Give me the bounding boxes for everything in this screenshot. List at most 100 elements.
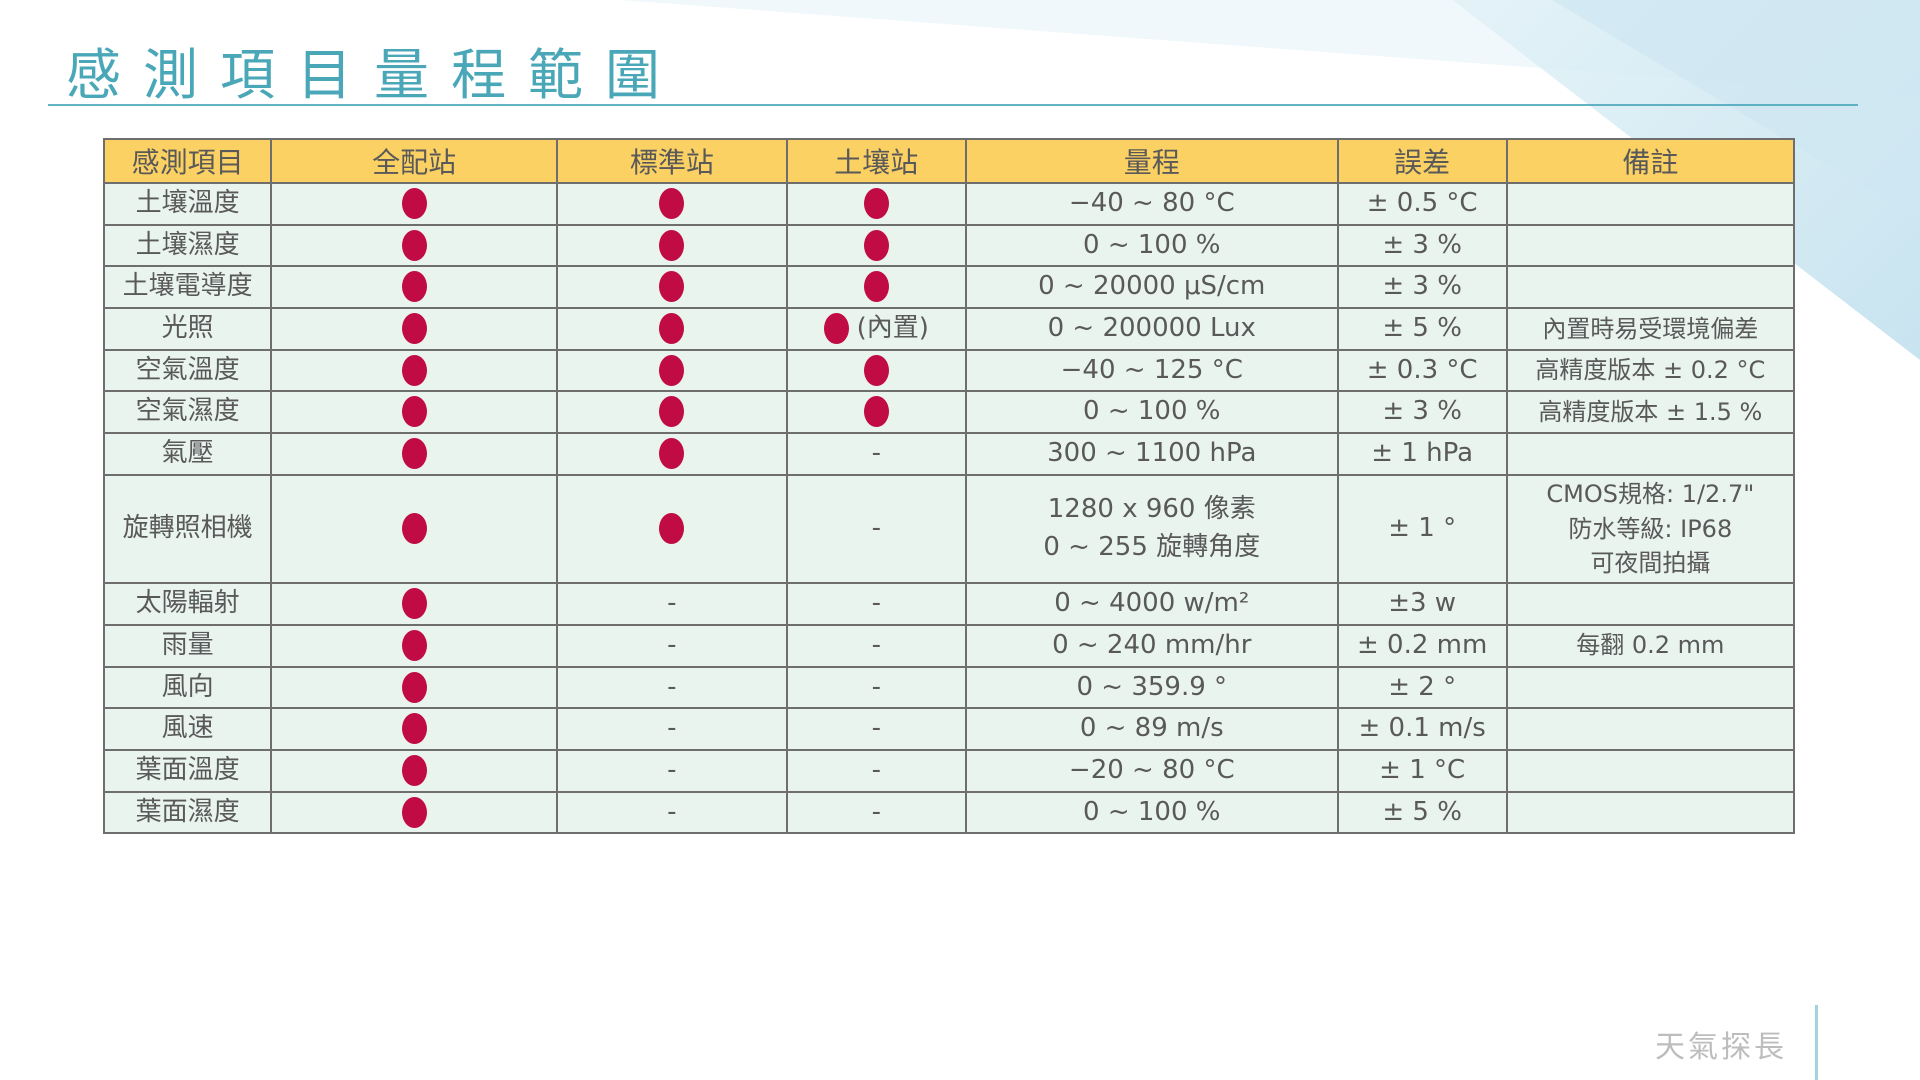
note-cell (1505, 665, 1796, 710)
error-cell: ± 1 hPa (1336, 432, 1508, 476)
station-dot-icon (863, 396, 889, 428)
error-cell: ± 1 °C (1336, 748, 1508, 793)
note-cell (1505, 748, 1796, 793)
soil-station-cell (785, 223, 967, 268)
range-cell: 0 ~ 200000 Lux (964, 307, 1339, 351)
note-cell: 高精度版本 ± 0.2 °C (1505, 348, 1796, 393)
note-cell (1505, 432, 1796, 476)
sensor-range-table: 感測項目 全配站 標準站 土壤站 量程 誤差 備註 土壤溫度 −40 ~ 80 °C ± 0.5… (102, 138, 1796, 835)
standard-station-cell: - (555, 623, 788, 668)
range-cell: −20 ~ 80 °C (964, 748, 1339, 793)
station-dot-icon (863, 271, 889, 303)
error-cell: ± 0.3 °C (1336, 348, 1508, 393)
station-dot-icon (401, 271, 427, 303)
sensor-item-cell: 旋轉照相機 (102, 473, 273, 585)
error-cell: ± 3 % (1336, 223, 1508, 268)
note-cell (1505, 265, 1796, 310)
standard-station-cell (555, 223, 788, 268)
soil-station-cell: - (785, 582, 967, 626)
error-cell: ± 3 % (1336, 265, 1508, 310)
station-dot-icon (401, 588, 427, 620)
station-dot-icon (863, 354, 889, 386)
standard-station-cell (555, 307, 788, 351)
range-cell: 0 ~ 100 % (964, 390, 1339, 435)
station-dot-icon (401, 513, 427, 545)
column-header-6: 備註 (1505, 138, 1796, 184)
note-cell (1505, 223, 1796, 268)
station-dot-icon (401, 438, 427, 470)
note-cell: CMOS規格: 1/2.7" 防水等級: IP68 可夜間拍攝 (1505, 473, 1796, 585)
error-cell: ±3 w (1336, 582, 1508, 626)
table-row: 土壤電導度 0 ~ 20000 μS/cm ± 3 % (102, 265, 1796, 310)
soil-station-cell: - (785, 665, 967, 710)
error-cell: ± 5 % (1336, 307, 1508, 351)
note-cell: 每翻 0.2 mm (1505, 623, 1796, 668)
range-cell: −40 ~ 125 °C (964, 348, 1339, 393)
standard-station-cell: - (555, 790, 788, 835)
footer-divider-line (1815, 1005, 1818, 1080)
standard-station-cell: - (555, 582, 788, 626)
station-dot-icon (863, 188, 889, 219)
sensor-item-cell: 空氣溫度 (102, 348, 273, 393)
sensor-item-cell: 雨量 (102, 623, 273, 668)
footer-brand: 天氣探長 (1655, 1030, 1787, 1065)
soil-station-cell: - (785, 432, 967, 476)
full-station-cell (270, 623, 558, 668)
column-header-4: 量程 (964, 138, 1339, 184)
standard-station-cell (555, 265, 788, 310)
sensor-item-cell: 土壤濕度 (102, 223, 273, 268)
range-cell: 0 ~ 89 m/s (964, 707, 1339, 751)
full-station-cell (270, 748, 558, 793)
sensor-item-cell: 土壤電導度 (102, 265, 273, 310)
column-header-3: 土壤站 (785, 138, 967, 184)
standard-station-cell: - (555, 665, 788, 710)
note-cell (1505, 790, 1796, 835)
station-dot-icon (401, 713, 427, 745)
soil-station-cell (785, 390, 967, 435)
note-cell: 高精度版本 ± 1.5 % (1505, 390, 1796, 435)
sensor-item-cell: 太陽輻射 (102, 582, 273, 626)
full-station-cell (270, 390, 558, 435)
column-header-2: 標準站 (555, 138, 788, 184)
table-row: 土壤濕度 0 ~ 100 % ± 3 % (102, 223, 1796, 268)
note-cell (1505, 182, 1796, 226)
error-cell: ± 0.5 °C (1336, 182, 1508, 226)
table-row: 空氣濕度 0 ~ 100 % ± 3 % 高精度版本 ± 1.5 % (102, 390, 1796, 435)
station-dot-icon (659, 271, 685, 303)
column-header-5: 誤差 (1336, 138, 1508, 184)
sensor-item-cell: 光照 (102, 307, 273, 351)
table-row: 葉面濕度 - -0 ~ 100 % ± 5 % (102, 790, 1796, 835)
station-dot-icon (401, 313, 427, 345)
station-dot-icon (401, 188, 427, 219)
table-row: 風向 - -0 ~ 359.9 ° ± 2 ° (102, 665, 1796, 710)
station-dot-icon (401, 354, 427, 386)
station-dot-icon (823, 313, 849, 345)
soil-station-cell: (內置) (785, 307, 967, 351)
sensor-item-cell: 葉面濕度 (102, 790, 273, 835)
station-dot-icon (659, 188, 685, 219)
sensor-item-cell: 氣壓 (102, 432, 273, 476)
note-cell: 內置時易受環境偏差 (1505, 307, 1796, 351)
station-dot-icon (401, 229, 427, 261)
range-cell: −40 ~ 80 °C (964, 182, 1339, 226)
range-cell: 0 ~ 359.9 ° (964, 665, 1339, 710)
standard-station-cell (555, 348, 788, 393)
column-header-1: 全配站 (270, 138, 558, 184)
soil-station-cell: - (785, 748, 967, 793)
range-cell: 0 ~ 240 mm/hr (964, 623, 1339, 668)
sensor-item-cell: 葉面溫度 (102, 748, 273, 793)
soil-station-cell (785, 265, 967, 310)
table-row: 氣壓 -300 ~ 1100 hPa ± 1 hPa (102, 432, 1796, 476)
full-station-cell (270, 432, 558, 476)
note-cell (1505, 582, 1796, 626)
soil-station-cell: - (785, 473, 967, 585)
station-dot-icon (659, 396, 685, 428)
sensor-item-cell: 風速 (102, 707, 273, 751)
standard-station-cell: - (555, 707, 788, 751)
full-station-cell (270, 707, 558, 751)
standard-station-cell (555, 473, 788, 585)
error-cell: ± 0.1 m/s (1336, 707, 1508, 751)
station-dot-icon (401, 671, 427, 703)
soil-station-cell: - (785, 790, 967, 835)
